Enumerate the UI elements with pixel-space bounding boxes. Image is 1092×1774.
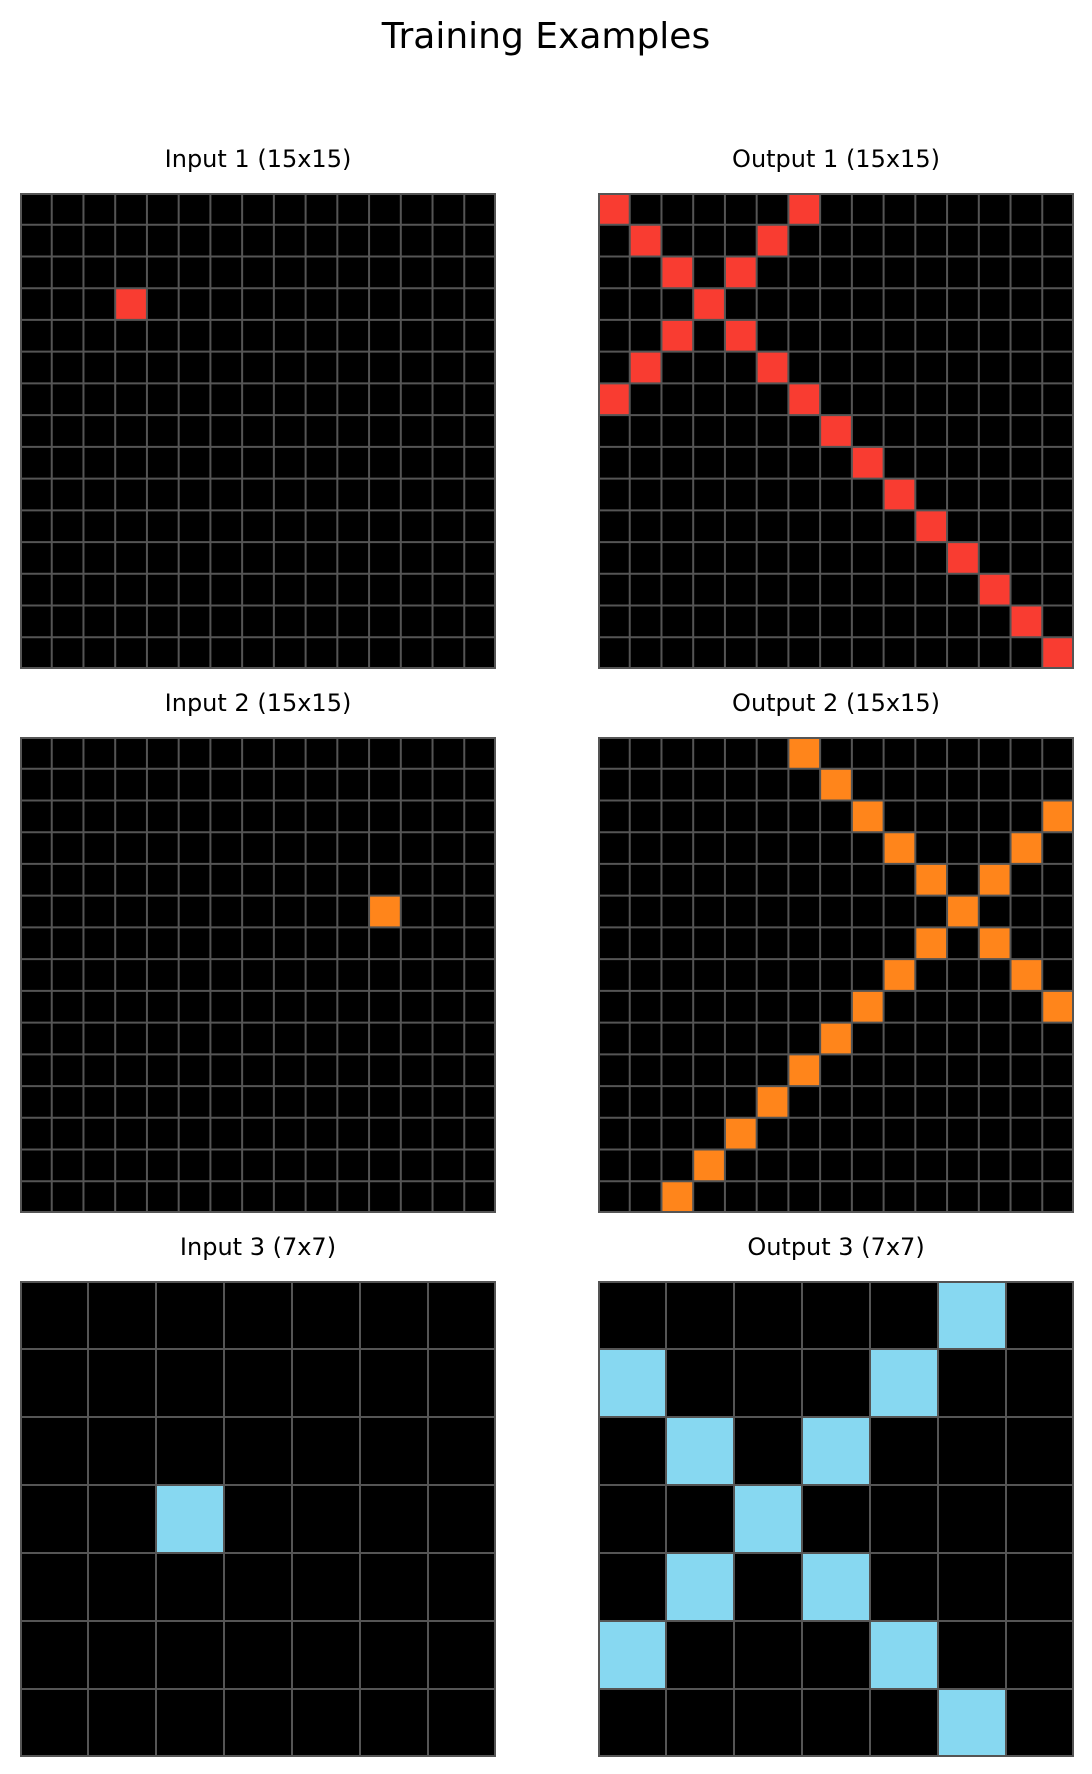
grid-cell-light-blue (870, 1349, 938, 1417)
grid-cell-orange (883, 832, 916, 864)
grid-cell-red (756, 224, 789, 257)
grid-cell-light-blue (156, 1485, 224, 1553)
grid-cell-orange (788, 737, 821, 769)
input-2-title: Input 2 (15x15) (164, 689, 352, 717)
grid-cell-red (629, 224, 662, 257)
grid-cell-light-blue (938, 1689, 1006, 1757)
grid-cell-red (978, 573, 1011, 606)
grid-cell-red (915, 510, 948, 543)
output-3-title: Output 3 (7x7) (747, 1233, 925, 1261)
grid-cell-red (883, 478, 916, 511)
grid-cell-red (1010, 605, 1043, 638)
grid-cell-red (756, 351, 789, 384)
grid-cell-red (661, 319, 694, 352)
grid-cell-red (788, 383, 821, 416)
grid-cell-orange (756, 1086, 789, 1118)
grid-cell-orange (369, 895, 401, 928)
grid-cell-orange (788, 1054, 821, 1087)
grid-background (20, 1281, 496, 1757)
grid-cell-red (1042, 637, 1074, 669)
grid-cell-orange (883, 959, 916, 991)
output-3-grid (598, 1281, 1074, 1757)
grid-cell-orange (1042, 990, 1074, 1023)
grid-cell-orange (851, 800, 884, 833)
grid-cell-orange (978, 927, 1011, 960)
grid-cell-orange (978, 863, 1011, 896)
grid-cell-red (629, 351, 662, 384)
grid-cell-red (851, 446, 884, 479)
grid-cell-red (598, 193, 630, 225)
grid-cell-light-blue (734, 1485, 802, 1553)
grid-cell-light-blue (598, 1621, 666, 1689)
grid-cell-red (947, 542, 979, 574)
grid-cell-light-blue (666, 1553, 734, 1621)
grid-cell-orange (1042, 800, 1074, 833)
grid-cell-red (693, 288, 725, 320)
grid-cell-light-blue (802, 1417, 870, 1485)
input-3-grid (20, 1281, 496, 1757)
grid-background (20, 193, 496, 669)
grid-background (598, 1281, 1074, 1757)
grid-cell-light-blue (666, 1417, 734, 1485)
grid-background (598, 737, 1074, 1213)
figure-title: Training Examples (381, 16, 711, 57)
grid-cell-red (598, 383, 630, 416)
grid-cell-red (724, 256, 757, 289)
input-2-grid (20, 737, 496, 1213)
grid-cell-orange (693, 1149, 725, 1182)
output-2-grid (598, 737, 1074, 1213)
grid-cell-red (115, 288, 147, 320)
grid-cell-orange (947, 895, 979, 928)
grid-cell-red (724, 319, 757, 352)
grid-cell-orange (1010, 832, 1043, 864)
grid-cell-orange (915, 863, 948, 896)
grid-cell-orange (915, 927, 948, 960)
grid-cell-orange (820, 1022, 852, 1055)
input-1-grid (20, 193, 496, 669)
grid-cell-light-blue (938, 1281, 1006, 1349)
output-2-title: Output 2 (15x15) (732, 689, 940, 717)
grid-cell-orange (661, 1181, 694, 1213)
grid-cell-red (661, 256, 694, 289)
grid-cell-light-blue (802, 1553, 870, 1621)
grid-cell-light-blue (870, 1621, 938, 1689)
grid-cell-orange (1010, 959, 1043, 991)
grid-cell-orange (724, 1117, 757, 1150)
grid-background (20, 737, 496, 1213)
grid-cell-red (788, 193, 821, 225)
grid-cell-orange (820, 768, 852, 801)
output-1-grid (598, 193, 1074, 669)
output-1-title: Output 1 (15x15) (732, 145, 940, 173)
grid-cell-orange (851, 990, 884, 1023)
input-1-title: Input 1 (15x15) (164, 145, 352, 173)
grid-cell-light-blue (598, 1349, 666, 1417)
grid-cell-red (820, 415, 852, 447)
input-3-title: Input 3 (7x7) (179, 1233, 337, 1261)
